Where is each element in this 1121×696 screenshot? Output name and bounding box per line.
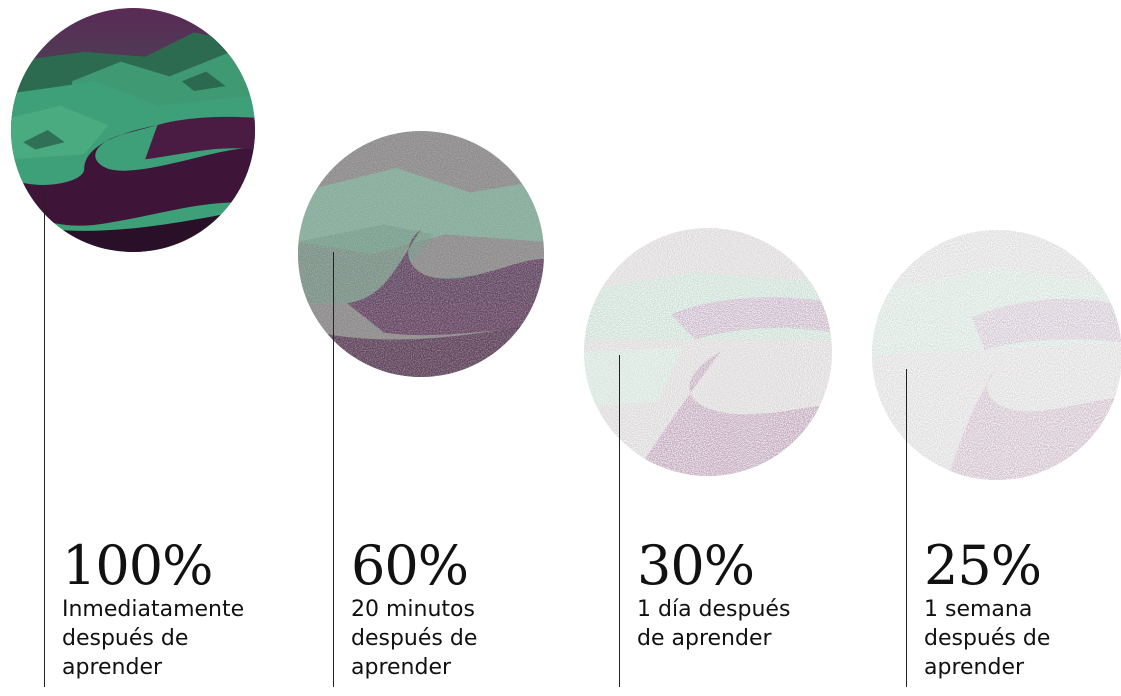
stage-label-100: 100% Inmediatamente después de aprender [62, 538, 244, 682]
stage-caption: Inmediatamente después de aprender [62, 595, 244, 682]
percent-value: 30% [637, 538, 790, 594]
stage-label-25: 25% 1 semana después de aprender [924, 538, 1050, 682]
leader-line-30 [619, 355, 620, 687]
leader-line-100 [44, 191, 45, 687]
stage-label-30: 30% 1 día después de aprender [637, 538, 790, 653]
percent-value: 60% [351, 538, 477, 594]
memory-image-60 [298, 131, 544, 377]
landscape-road-faded [584, 228, 832, 476]
stage-caption: 1 día después de aprender [637, 595, 790, 653]
stage-caption: 1 semana después de aprender [924, 595, 1050, 682]
leader-line-25 [906, 369, 907, 687]
leader-line-60 [333, 252, 334, 687]
stage-caption: 20 minutos después de aprender [351, 595, 477, 682]
landscape-road-faded [872, 230, 1121, 480]
stage-label-60: 60% 20 minutos después de aprender [351, 538, 477, 682]
memory-image-30 [584, 228, 832, 476]
memory-image-100 [11, 8, 255, 252]
memory-image-25 [872, 230, 1121, 480]
percent-value: 25% [924, 538, 1050, 594]
landscape-road-noisy [298, 131, 544, 377]
percent-value: 100% [62, 538, 244, 594]
landscape-road-photo [11, 8, 255, 252]
